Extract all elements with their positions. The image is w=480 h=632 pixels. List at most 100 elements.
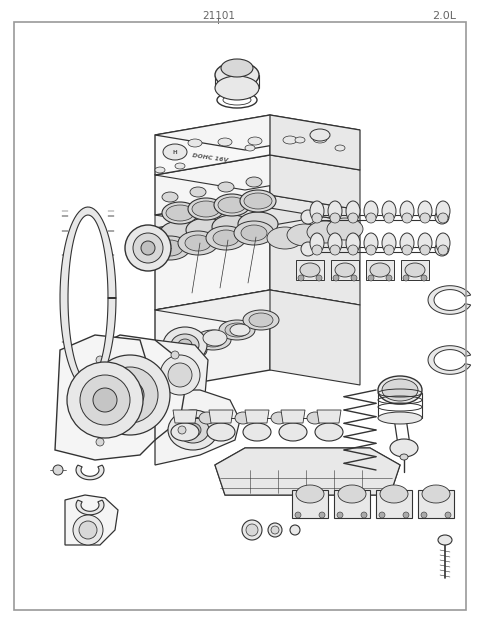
Ellipse shape (335, 145, 345, 151)
Ellipse shape (313, 135, 327, 143)
Ellipse shape (248, 137, 262, 145)
Ellipse shape (171, 351, 179, 359)
Ellipse shape (124, 389, 136, 401)
Ellipse shape (328, 201, 342, 221)
Ellipse shape (364, 233, 378, 253)
Ellipse shape (403, 275, 409, 281)
Ellipse shape (316, 275, 322, 281)
Ellipse shape (271, 412, 287, 424)
Ellipse shape (240, 190, 276, 212)
Polygon shape (76, 500, 104, 515)
Polygon shape (245, 410, 269, 423)
Polygon shape (155, 290, 360, 325)
Ellipse shape (379, 512, 385, 518)
Polygon shape (155, 290, 270, 390)
Ellipse shape (346, 201, 360, 221)
Ellipse shape (438, 535, 452, 545)
Ellipse shape (53, 465, 63, 475)
Ellipse shape (366, 213, 376, 223)
Ellipse shape (246, 524, 258, 536)
Ellipse shape (378, 412, 422, 424)
Ellipse shape (348, 213, 358, 223)
Ellipse shape (160, 355, 200, 395)
Polygon shape (55, 335, 155, 460)
Ellipse shape (125, 225, 171, 271)
Ellipse shape (337, 512, 343, 518)
Ellipse shape (445, 512, 451, 518)
Ellipse shape (348, 245, 358, 255)
Ellipse shape (328, 233, 342, 253)
Polygon shape (270, 115, 360, 170)
Polygon shape (281, 410, 305, 423)
Ellipse shape (206, 226, 246, 250)
Ellipse shape (301, 242, 315, 256)
Text: 2.0L: 2.0L (432, 11, 456, 21)
Ellipse shape (168, 410, 218, 450)
Ellipse shape (96, 438, 104, 446)
Ellipse shape (153, 353, 177, 367)
Ellipse shape (230, 324, 250, 336)
Ellipse shape (421, 275, 427, 281)
Ellipse shape (79, 521, 97, 539)
Ellipse shape (327, 218, 363, 240)
Polygon shape (270, 208, 360, 305)
Ellipse shape (160, 221, 200, 245)
Ellipse shape (243, 310, 279, 330)
Polygon shape (215, 448, 400, 495)
Ellipse shape (241, 225, 267, 241)
Polygon shape (401, 260, 429, 280)
Ellipse shape (370, 263, 390, 277)
Ellipse shape (418, 201, 432, 221)
Polygon shape (76, 465, 104, 480)
Ellipse shape (162, 192, 178, 202)
Ellipse shape (290, 525, 300, 535)
Ellipse shape (315, 423, 343, 441)
Ellipse shape (218, 138, 232, 146)
Ellipse shape (163, 327, 207, 363)
Ellipse shape (163, 144, 187, 160)
Polygon shape (155, 195, 270, 228)
Ellipse shape (301, 210, 315, 224)
Ellipse shape (300, 263, 320, 277)
Polygon shape (376, 490, 412, 518)
Polygon shape (317, 410, 341, 423)
Ellipse shape (438, 245, 448, 255)
Ellipse shape (400, 201, 414, 221)
Ellipse shape (400, 454, 408, 460)
Polygon shape (65, 495, 118, 545)
Ellipse shape (171, 334, 199, 356)
Ellipse shape (225, 323, 249, 337)
Polygon shape (209, 410, 233, 423)
Polygon shape (155, 155, 360, 190)
Ellipse shape (420, 213, 430, 223)
Ellipse shape (168, 363, 192, 387)
Ellipse shape (378, 376, 422, 404)
Ellipse shape (400, 233, 414, 253)
Polygon shape (60, 207, 116, 389)
Ellipse shape (271, 526, 279, 534)
Polygon shape (428, 286, 471, 314)
Ellipse shape (150, 236, 190, 260)
Polygon shape (418, 490, 454, 518)
Text: 21101: 21101 (202, 11, 235, 21)
Ellipse shape (333, 275, 339, 281)
Ellipse shape (338, 485, 366, 503)
Ellipse shape (235, 412, 251, 424)
Ellipse shape (310, 233, 324, 253)
Ellipse shape (330, 245, 340, 255)
Polygon shape (296, 260, 324, 280)
Ellipse shape (296, 485, 324, 503)
Ellipse shape (295, 512, 301, 518)
Ellipse shape (295, 137, 305, 143)
Ellipse shape (279, 423, 307, 441)
Ellipse shape (366, 245, 376, 255)
Ellipse shape (242, 520, 262, 540)
Text: H: H (173, 150, 177, 154)
Ellipse shape (245, 145, 255, 151)
Ellipse shape (73, 515, 103, 545)
Polygon shape (155, 208, 360, 243)
Ellipse shape (351, 275, 357, 281)
Ellipse shape (382, 379, 418, 401)
Ellipse shape (185, 423, 201, 437)
Ellipse shape (319, 512, 325, 518)
